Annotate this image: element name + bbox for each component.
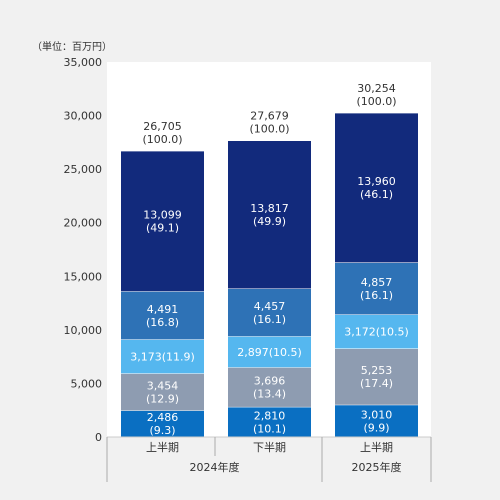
segment-data-label: 5,253 bbox=[361, 364, 393, 377]
x-category-label: 下半期 bbox=[253, 440, 286, 454]
x-category-label: 上半期 bbox=[146, 440, 179, 454]
bar-segment bbox=[121, 373, 204, 411]
segment-data-label: (16.1) bbox=[360, 289, 393, 302]
segment-data-label: 13,960 bbox=[357, 175, 396, 188]
segment-data-label: (49.9) bbox=[253, 215, 286, 228]
bar-segment bbox=[335, 262, 418, 315]
bar-segment bbox=[335, 314, 418, 349]
segment-data-label: 2,897(10.5) bbox=[237, 346, 302, 359]
bar-segment bbox=[335, 404, 418, 437]
total-value-label: 27,679 bbox=[250, 109, 289, 122]
y-tick-label: 5,000 bbox=[71, 377, 103, 390]
segment-data-label: (12.9) bbox=[146, 392, 179, 405]
segment-data-label: 3,173(11.9) bbox=[130, 350, 195, 363]
bar-segment bbox=[228, 367, 311, 407]
segment-data-label: (9.3) bbox=[149, 424, 175, 437]
bar-segment bbox=[121, 291, 204, 340]
y-tick-label: 20,000 bbox=[64, 217, 103, 230]
x-group-label: 2025年度 bbox=[352, 460, 402, 474]
segment-data-label: (49.1) bbox=[146, 222, 179, 235]
segment-data-label: 2,810 bbox=[254, 409, 286, 422]
segment-data-label: (16.1) bbox=[253, 313, 286, 326]
segment-data-label: (46.1) bbox=[360, 188, 393, 201]
unit-label: （単位：百万円） bbox=[32, 40, 112, 53]
x-group-label: 2024年度 bbox=[190, 460, 240, 474]
bar-segment bbox=[228, 406, 311, 437]
segment-data-label: 3,172(10.5) bbox=[344, 325, 409, 338]
total-percent-label: (100.0) bbox=[142, 133, 182, 146]
segment-data-label: 2,486 bbox=[147, 411, 179, 424]
total-value-label: 26,705 bbox=[143, 120, 182, 133]
segment-data-label: (10.1) bbox=[253, 422, 286, 435]
total-value-label: 30,254 bbox=[357, 82, 396, 95]
segment-data-label: 4,491 bbox=[147, 303, 179, 316]
y-tick-label: 30,000 bbox=[64, 110, 103, 123]
segment-data-label: 13,817 bbox=[250, 202, 289, 215]
bar-segment bbox=[121, 339, 204, 374]
total-percent-label: (100.0) bbox=[249, 122, 289, 135]
bar-segment bbox=[228, 288, 311, 337]
y-tick-label: 25,000 bbox=[64, 163, 103, 176]
x-category-label: 上半期 bbox=[360, 440, 393, 454]
segment-data-label: 3,010 bbox=[361, 408, 393, 421]
segment-data-label: 4,857 bbox=[361, 276, 393, 289]
y-tick-label: 10,000 bbox=[64, 324, 103, 337]
bar-segment bbox=[335, 348, 418, 405]
total-percent-label: (100.0) bbox=[356, 95, 396, 108]
bar-segment bbox=[121, 410, 204, 437]
segment-data-label: 3,696 bbox=[254, 375, 286, 388]
bar-segment bbox=[335, 112, 418, 263]
bar-segment bbox=[228, 140, 311, 289]
segment-data-label: (9.9) bbox=[363, 421, 389, 434]
y-tick-label: 35,000 bbox=[64, 56, 103, 69]
segment-data-label: 13,099 bbox=[143, 209, 182, 222]
segment-data-label: (13.4) bbox=[253, 388, 286, 401]
x-axis: 上半期 下半期 上半期 2024年度 2025年度 bbox=[106, 436, 432, 482]
segment-data-label: 3,454 bbox=[147, 379, 179, 392]
segment-data-label: (16.8) bbox=[146, 316, 179, 329]
segment-data-label: (17.4) bbox=[360, 377, 393, 390]
y-axis: 0 5,000 10,000 15,000 20,000 25,000 30,000 35,0… bbox=[64, 56, 103, 444]
bars: 2,486(9.3)3,454(12.9)3,173(11.9)4,491(16… bbox=[121, 82, 418, 437]
bar-segment bbox=[121, 150, 204, 292]
bar-segment bbox=[228, 336, 311, 368]
y-tick-label: 15,000 bbox=[64, 270, 103, 283]
y-tick-label: 0 bbox=[95, 431, 102, 444]
segment-data-label: 4,457 bbox=[254, 300, 286, 313]
